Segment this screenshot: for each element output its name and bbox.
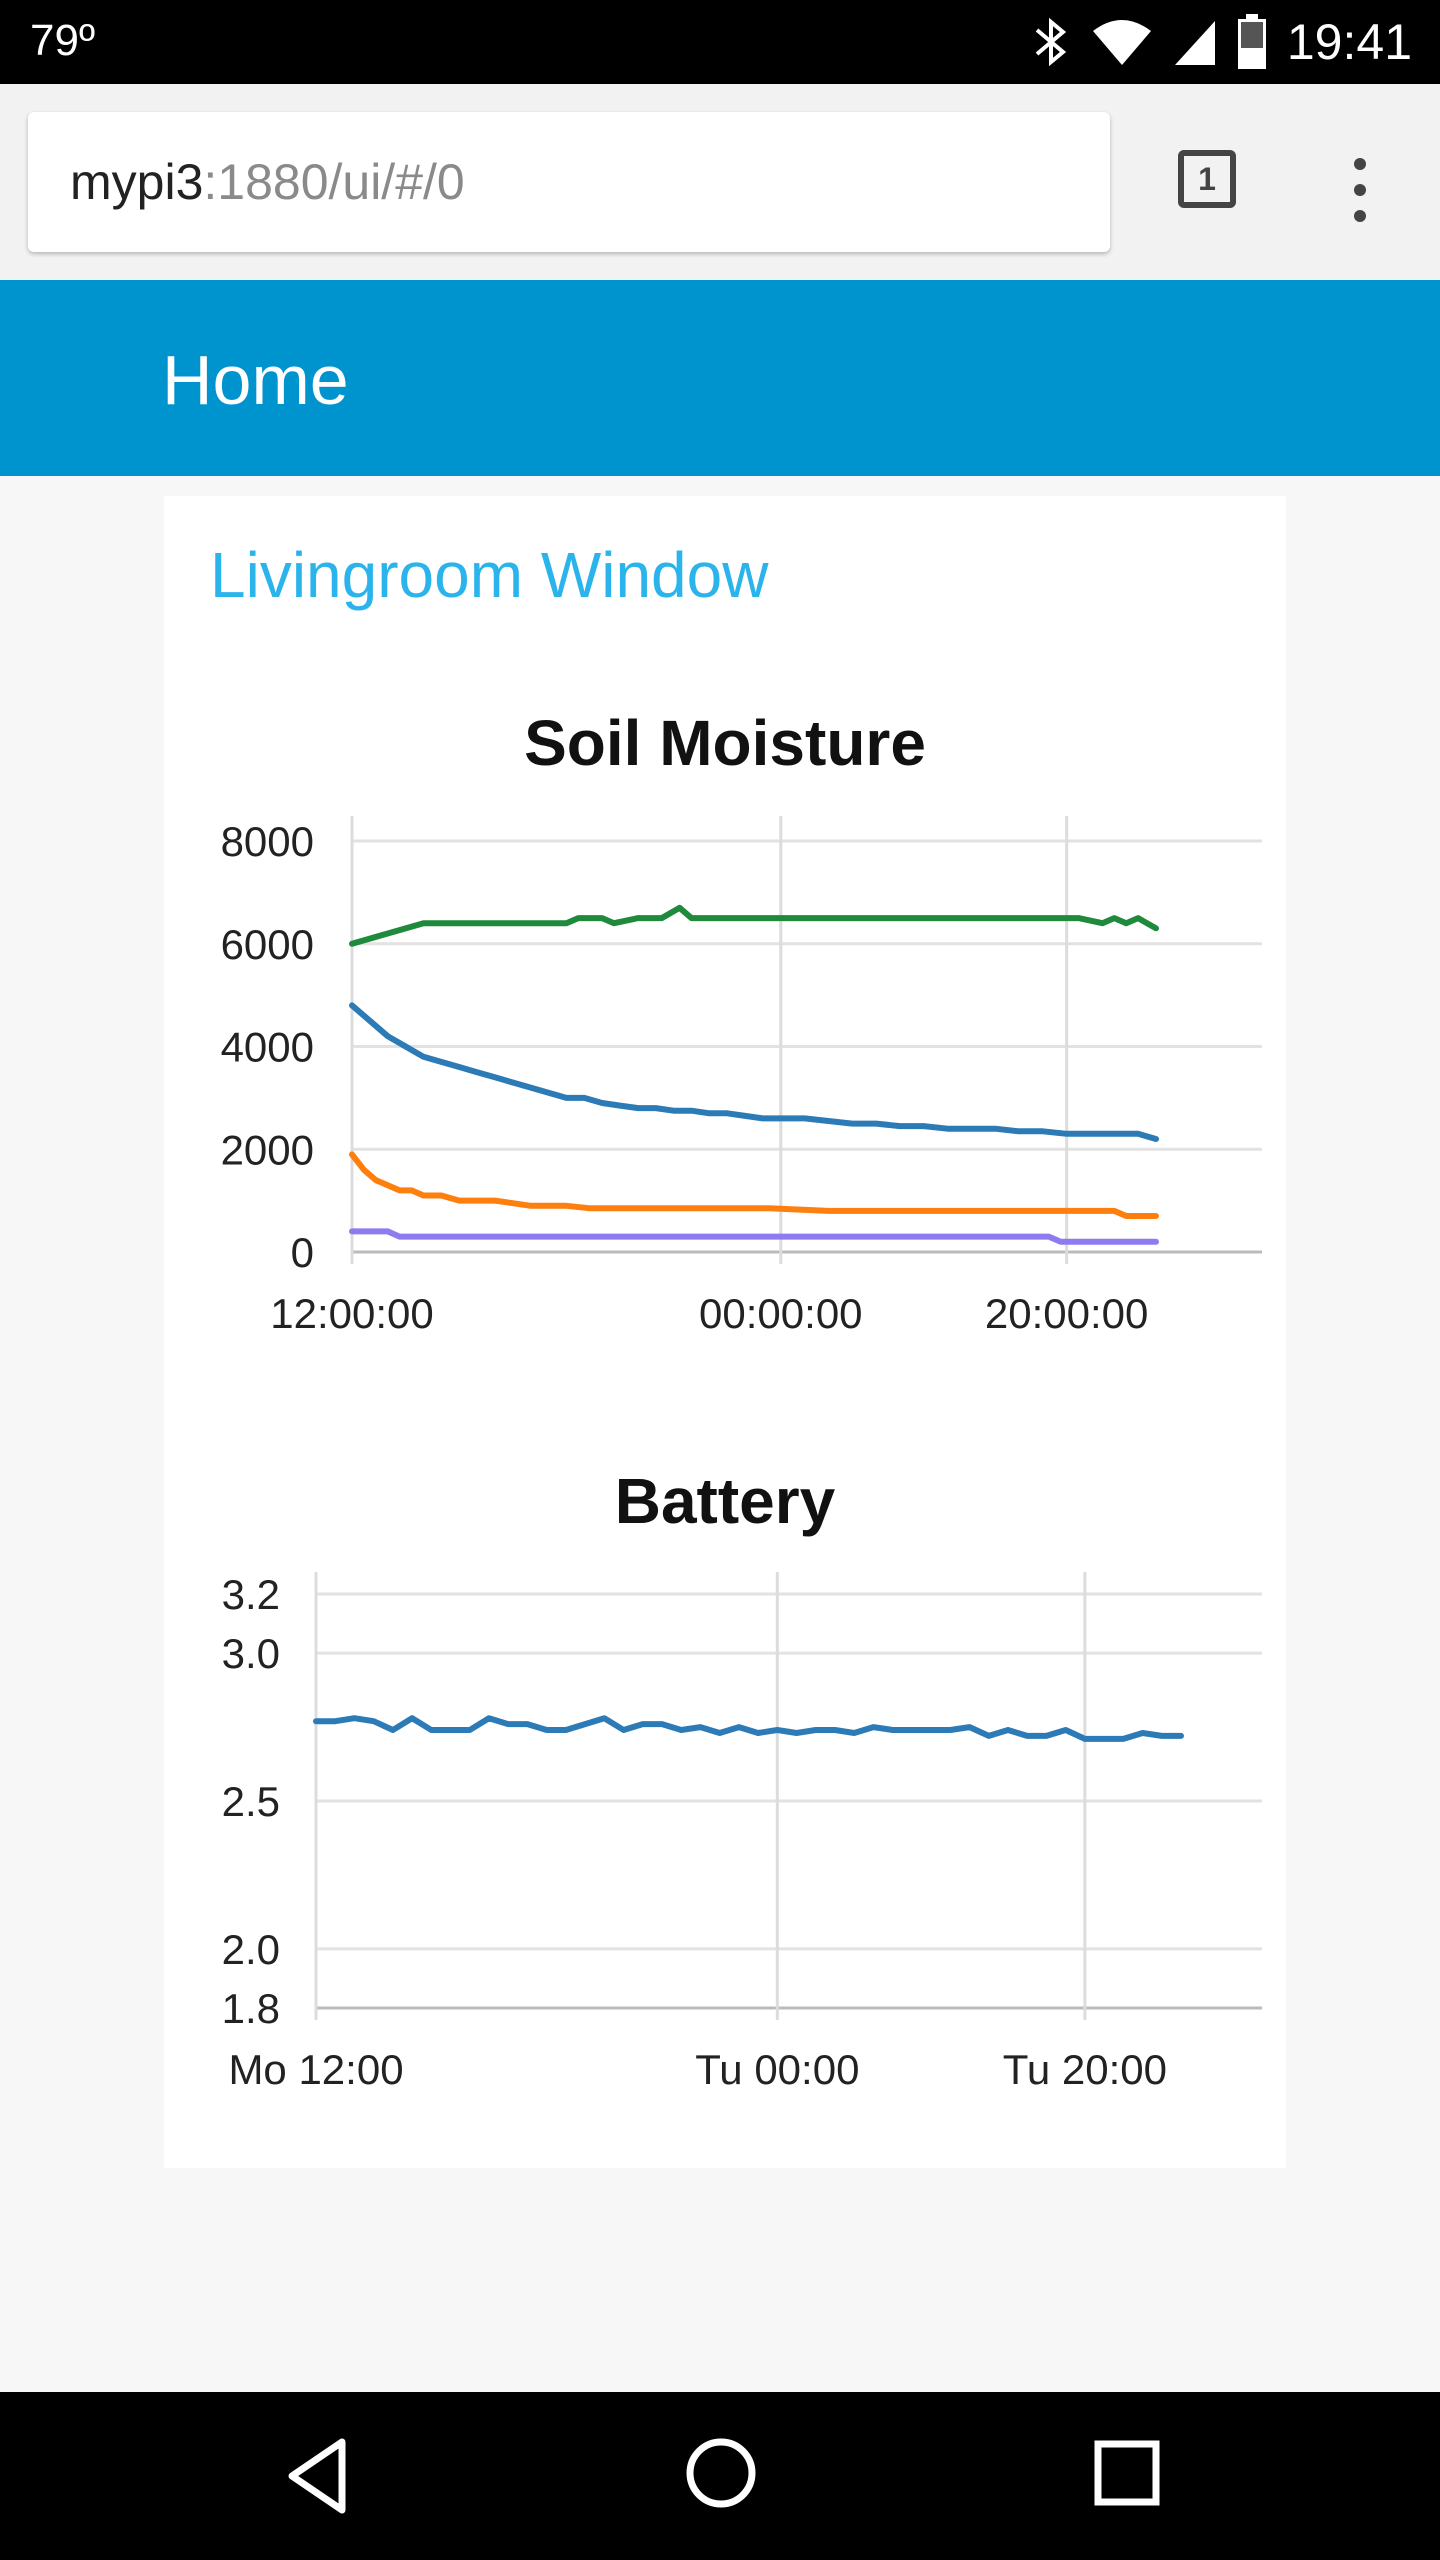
- soil-y-tick-label: 2000: [221, 1126, 314, 1173]
- tabs-icon[interactable]: 1: [1178, 150, 1236, 208]
- cell-signal-icon: [1174, 21, 1215, 65]
- soil-y-tick-label: 8000: [221, 818, 314, 865]
- battery-y-tick-label: 2.5: [222, 1778, 280, 1825]
- bluetooth-icon: [1035, 17, 1066, 67]
- url-host: mypi3: [70, 154, 204, 210]
- soil-x-tick-label: 20:00:00: [985, 1290, 1149, 1337]
- group-title: Livingroom Window: [210, 539, 769, 611]
- battery-x-tick-label: Tu 00:00: [695, 2046, 859, 2093]
- recents-icon[interactable]: [1092, 2438, 1162, 2508]
- battery-y-tick-label: 2.0: [222, 1926, 280, 1973]
- battery-chart: 3.2 3.0 2.5 2.0 1.8 Mo 12:00 Tu 00:00 Tu 20:00: [222, 1571, 1262, 2093]
- url-field[interactable]: mypi3:1880/ui/#/0: [28, 112, 1110, 252]
- clock: 19:41: [1286, 14, 1412, 70]
- battery-y-tick-label: 3.0: [222, 1630, 280, 1677]
- battery-x-tick-label: Mo 12:00: [228, 2046, 403, 2093]
- soil-chart-title: Soil Moisture: [524, 707, 926, 779]
- overflow-menu-icon[interactable]: [1340, 150, 1380, 230]
- battery-chart-title: Battery: [614, 1465, 836, 1537]
- soil-x-tick-label: 00:00:00: [699, 1290, 863, 1337]
- soil-series-line-4: [349, 1228, 1159, 1245]
- battery-x-tick-label: Tu 20:00: [1003, 2046, 1167, 2093]
- home-icon[interactable]: [684, 2436, 758, 2510]
- tab-count: 1: [1198, 160, 1216, 197]
- dashboard-header: Home: [0, 280, 1440, 476]
- browser-toolbar: mypi3:1880/ui/#/0 1: [0, 84, 1440, 282]
- page-title: Home: [162, 341, 349, 419]
- soil-y-tick-label: 6000: [221, 921, 314, 968]
- soil-x-tick-label: 12:00:00: [270, 1290, 434, 1337]
- soil-series-line-2: [349, 1002, 1159, 1142]
- wifi-icon: [1092, 20, 1151, 65]
- navigation-bar: [0, 2392, 1440, 2560]
- group-card: Livingroom Window Soil Moisture 8000 6000…: [164, 496, 1286, 2168]
- status-bar: 79º 19:41: [0, 0, 1440, 84]
- battery-y-tick-label: 1.8: [222, 1985, 280, 2032]
- battery-series-line-1: [313, 1715, 1184, 1742]
- soil-series-line-1: [349, 904, 1159, 947]
- temperature-readout: 79º: [30, 16, 96, 65]
- battery-y-tick-label: 3.2: [222, 1571, 280, 1618]
- status-icons: 19:41: [1031, 10, 1412, 74]
- soil-y-tick-label: 4000: [221, 1024, 314, 1071]
- soil-moisture-chart: 8000 6000 4000 2000 0 12:00:00 00:00:00 20:00:0…: [221, 816, 1262, 1337]
- soil-series-line-3: [349, 1151, 1159, 1219]
- soil-y-tick-label: 0: [291, 1229, 314, 1276]
- url-path: :1880/ui/#/0: [203, 154, 465, 210]
- back-icon[interactable]: [282, 2436, 352, 2516]
- battery-icon: [1237, 14, 1266, 69]
